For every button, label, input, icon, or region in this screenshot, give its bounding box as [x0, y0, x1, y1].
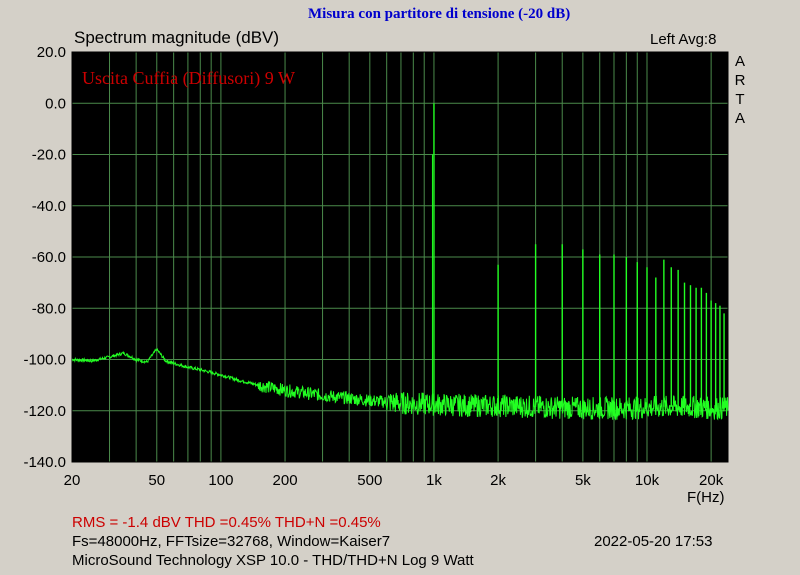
brand-letter: A: [734, 110, 745, 127]
brand-letter: T: [735, 91, 745, 108]
grid: [71, 51, 729, 463]
channel-info: Left Avg:8: [650, 31, 717, 48]
x-tick-label: 20k: [699, 472, 724, 489]
rms-readout: RMS = -1.4 dBV THD =0.45% THD+N =0.45%: [72, 514, 381, 531]
x-tick-label: 1k: [426, 472, 442, 489]
y-tick-label: -120.0: [23, 403, 66, 420]
y-tick-label: -140.0: [23, 454, 66, 471]
x-tick-label: 500: [357, 472, 382, 489]
y-tick-label: -100.0: [23, 352, 66, 369]
x-tick-label: 100: [208, 472, 233, 489]
y-tick-label: -40.0: [32, 198, 66, 215]
y-tick-label: -80.0: [32, 300, 66, 317]
x-axis: 20 50 100 200 500 1k 2k 5k 10k 20k: [64, 472, 724, 489]
plot-title: Spectrum magnitude (dBV): [74, 28, 280, 47]
y-tick-label: -20.0: [32, 147, 66, 164]
acquisition-info: Fs=48000Hz, FFTsize=32768, Window=Kaiser…: [72, 533, 391, 550]
x-tick-label: 2k: [490, 472, 506, 489]
x-tick-label: 10k: [635, 472, 660, 489]
x-tick-label: 20: [64, 472, 81, 489]
top-title: Misura con partitore di tensione (-20 dB…: [308, 6, 571, 22]
y-tick-label: -60.0: [32, 249, 66, 266]
timestamp: 2022-05-20 17:53: [594, 533, 713, 550]
brand-label: A R T A: [733, 52, 747, 128]
spectrum-trace: [71, 103, 729, 421]
y-tick-label: 20.0: [37, 44, 66, 61]
brand-letter: R: [734, 72, 746, 89]
x-axis-label: F(Hz): [687, 489, 725, 506]
brand-letter: A: [734, 53, 745, 70]
x-tick-label: 200: [273, 472, 298, 489]
y-tick-label: 0.0: [45, 95, 66, 112]
x-tick-label: 5k: [575, 472, 591, 489]
noise-floor-trace: [71, 348, 729, 421]
plot-border: [71, 51, 729, 463]
x-tick-label: 50: [148, 472, 165, 489]
chart-annotation: Uscita Cuffia (Diffusori) 9 W: [82, 68, 295, 89]
software-info: MicroSound Technology XSP 10.0 - THD/THD…: [72, 552, 474, 569]
y-axis: 20.0 0.0 -20.0 -40.0 -60.0 -80.0 -100.0 -120.0 -…: [23, 44, 66, 471]
